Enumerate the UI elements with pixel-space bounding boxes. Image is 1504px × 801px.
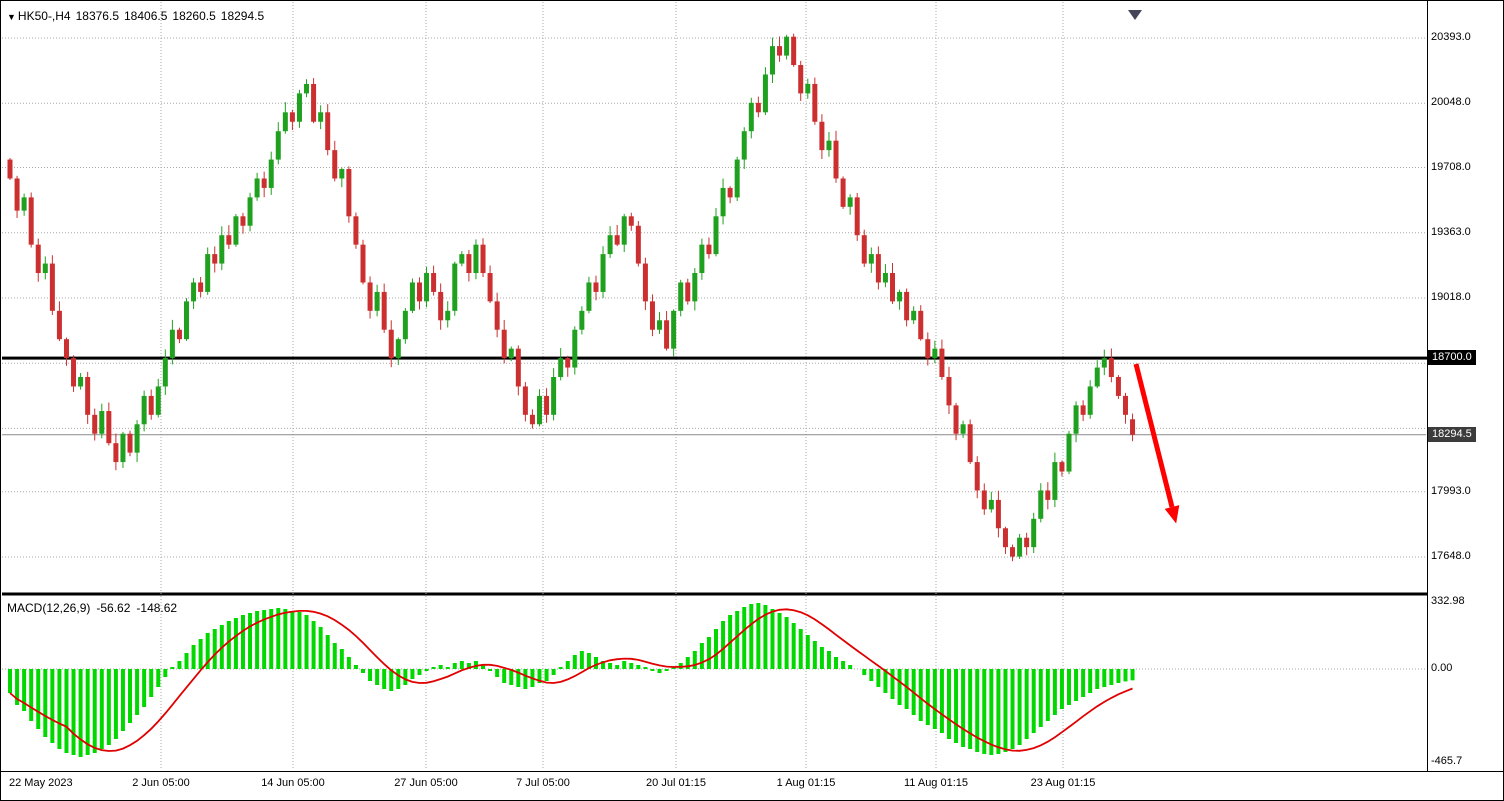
price-axis-label: 20048.0: [1431, 96, 1471, 109]
symbol-timeframe-label: HK50-,H4: [17, 9, 71, 23]
macd-indicator-label: MACD(12,26,9): [7, 601, 91, 615]
time-axis-label: 7 Jul 05:00: [516, 777, 570, 789]
horizontal-line-18700[interactable]: [2, 356, 1427, 360]
trend-arrow[interactable]: [1133, 363, 1175, 508]
macd-signal-value: -148.62: [136, 601, 178, 615]
time-axis[interactable]: 22 May 2023 2 Jun 05:00 14 Jun 05:00 27 Jun…: [1, 772, 1503, 800]
macd-value: -56.62: [96, 601, 131, 615]
trend-arrow-head: [1164, 505, 1180, 524]
time-axis-label: 20 Jul 01:15: [646, 777, 706, 789]
macd-axis-label: 332.98: [1431, 595, 1465, 608]
ohlc-high: 18406.5: [124, 9, 168, 23]
price-axis-label: 17993.0: [1431, 484, 1471, 497]
ohlc-close: 18294.5: [220, 9, 265, 23]
time-axis-label: 14 Jun 05:00: [261, 777, 325, 789]
hline-price-badge: 18700.0: [1428, 350, 1476, 366]
price-axis-label: 17648.0: [1431, 550, 1471, 562]
macd-axis-label: 0.00: [1431, 662, 1453, 674]
collapse-triangle-icon[interactable]: ▼: [7, 12, 16, 22]
chart-header: ▼ HK50-,H4 18376.5 18406.5 18260.5 18294.5: [7, 9, 269, 23]
ohlc-open: 18376.5: [75, 9, 119, 23]
macd-axis-label: -465.7: [1431, 755, 1463, 768]
time-axis-label: 22 May 2023: [9, 777, 73, 789]
macd-signal-line: [9, 608, 1133, 752]
current-price-badge: 18294.5: [1428, 426, 1476, 442]
price-axis-label: 20393.0: [1431, 31, 1471, 43]
price-axis-label: 19708.0: [1431, 160, 1471, 173]
chart-shift-marker-icon[interactable]: [1128, 10, 1142, 20]
price-axis-label: 19363.0: [1431, 225, 1471, 238]
time-axis-label: 11 Aug 01:15: [903, 777, 969, 789]
time-axis-label: 23 Aug 01:15: [1030, 777, 1096, 789]
macd-header: MACD(12,26,9) -56.62 -148.62: [7, 601, 183, 615]
macd-axis[interactable]: 332.98 0.00 -465.7: [1428, 595, 1503, 771]
time-axis-label: 2 Jun 05:00: [132, 777, 190, 789]
time-axis-label: 27 Jun 05:00: [394, 777, 458, 789]
price-axis[interactable]: 20393.0 20048.0 19708.0 19363.0 19018.0 17993…: [1428, 1, 1503, 593]
price-axis-label: 19018.0: [1431, 290, 1471, 303]
ohlc-low: 18260.5: [172, 9, 216, 23]
time-axis-label: 1 Aug 01:15: [776, 777, 836, 789]
